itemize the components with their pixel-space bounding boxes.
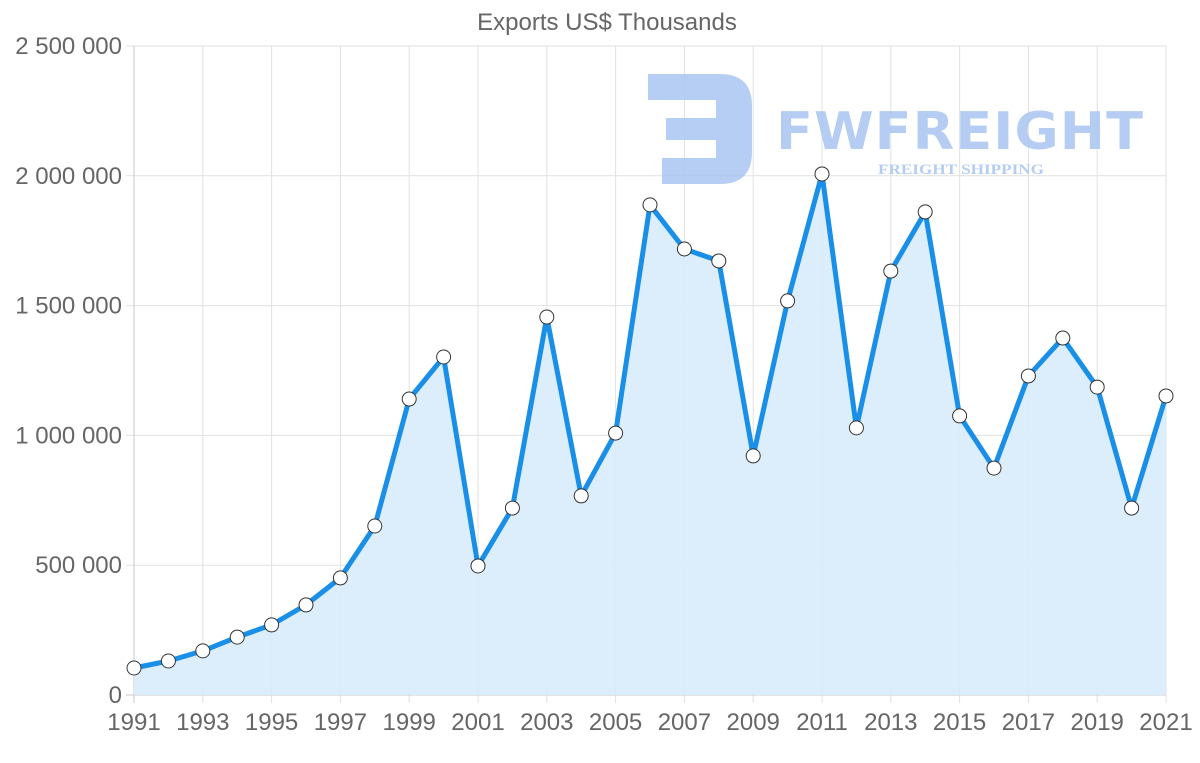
- y-tick-label: 2 000 000: [15, 163, 122, 190]
- x-tick-label: 1991: [107, 709, 160, 736]
- x-tick-label: 2015: [933, 709, 986, 736]
- y-axis-ticks: 0 500 000 1 000 000 1 500 000 2 000 000 2 500…: [15, 33, 122, 709]
- data-point-2017[interactable]: [1020, 368, 1036, 384]
- data-point-1994[interactable]: [229, 629, 245, 645]
- data-point-1997[interactable]: [332, 570, 348, 586]
- watermark-logo-icon: [648, 74, 752, 184]
- data-point-1998[interactable]: [367, 518, 383, 534]
- data-point-2007[interactable]: [676, 241, 692, 257]
- data-point-1996[interactable]: [298, 597, 314, 613]
- data-point-2013[interactable]: [883, 263, 899, 279]
- data-point-2015[interactable]: [952, 408, 968, 424]
- data-point-2021[interactable]: [1158, 388, 1174, 404]
- x-tick-label: 2011: [796, 709, 848, 736]
- watermark-tagline: FREIGHT SHIPPING: [878, 162, 1044, 178]
- data-point-2004[interactable]: [573, 488, 589, 504]
- x-tick-label: 1997: [314, 709, 367, 736]
- data-point-1993[interactable]: [195, 643, 211, 659]
- data-point-1999[interactable]: [401, 391, 417, 407]
- data-point-1992[interactable]: [160, 653, 176, 669]
- data-point-2012[interactable]: [848, 420, 864, 436]
- data-point-2003[interactable]: [539, 309, 555, 325]
- data-point-2011[interactable]: [814, 166, 830, 182]
- data-point-2009[interactable]: [745, 448, 761, 464]
- data-point-2001[interactable]: [470, 558, 486, 574]
- data-point-2010[interactable]: [780, 293, 796, 309]
- data-point-2016[interactable]: [986, 460, 1002, 476]
- data-point-2014[interactable]: [917, 204, 933, 220]
- data-point-2000[interactable]: [436, 349, 452, 365]
- y-tick-label: 1 500 000: [15, 293, 122, 320]
- x-tick-label: 1993: [176, 709, 229, 736]
- watermark-brand: FWFREIGHT: [776, 102, 1144, 162]
- data-point-2006[interactable]: [642, 197, 658, 213]
- plot-area: [126, 166, 1174, 695]
- x-tick-label: 2001: [451, 709, 504, 736]
- x-tick-label: 2009: [727, 709, 780, 736]
- area-fill: [134, 174, 1166, 695]
- x-tick-label: 2007: [658, 709, 711, 736]
- data-point-2005[interactable]: [608, 425, 624, 441]
- data-point-2008[interactable]: [711, 253, 727, 269]
- y-tick-label: 500 000: [35, 552, 122, 579]
- data-point-2018[interactable]: [1055, 330, 1071, 346]
- data-point-1991[interactable]: [126, 660, 142, 676]
- x-tick-label: 2021: [1139, 709, 1192, 736]
- x-tick-label: 2017: [1002, 709, 1055, 736]
- data-point-2002[interactable]: [504, 500, 520, 516]
- x-axis-ticks: 1991 1993 1995 1997 1999 2001 2003 2005 2007 2009…: [107, 709, 1192, 736]
- x-tick-label: 1999: [383, 709, 436, 736]
- x-tick-label: 2019: [1071, 709, 1124, 736]
- y-tick-label: 0: [109, 682, 122, 709]
- data-point-2019[interactable]: [1089, 379, 1105, 395]
- fwfreight-watermark: FWFREIGHT FREIGHT SHIPPING: [648, 74, 1144, 184]
- x-tick-label: 2003: [520, 709, 573, 736]
- x-tick-label: 1995: [245, 709, 298, 736]
- data-point-1995[interactable]: [264, 617, 280, 633]
- y-tick-label: 2 500 000: [15, 33, 122, 60]
- data-point-2020[interactable]: [1124, 500, 1140, 516]
- x-tick-label: 2013: [864, 709, 917, 736]
- y-tick-label: 1 000 000: [15, 422, 122, 449]
- x-tick-label: 2005: [589, 709, 642, 736]
- chart-title: Exports US$ Thousands: [477, 9, 737, 36]
